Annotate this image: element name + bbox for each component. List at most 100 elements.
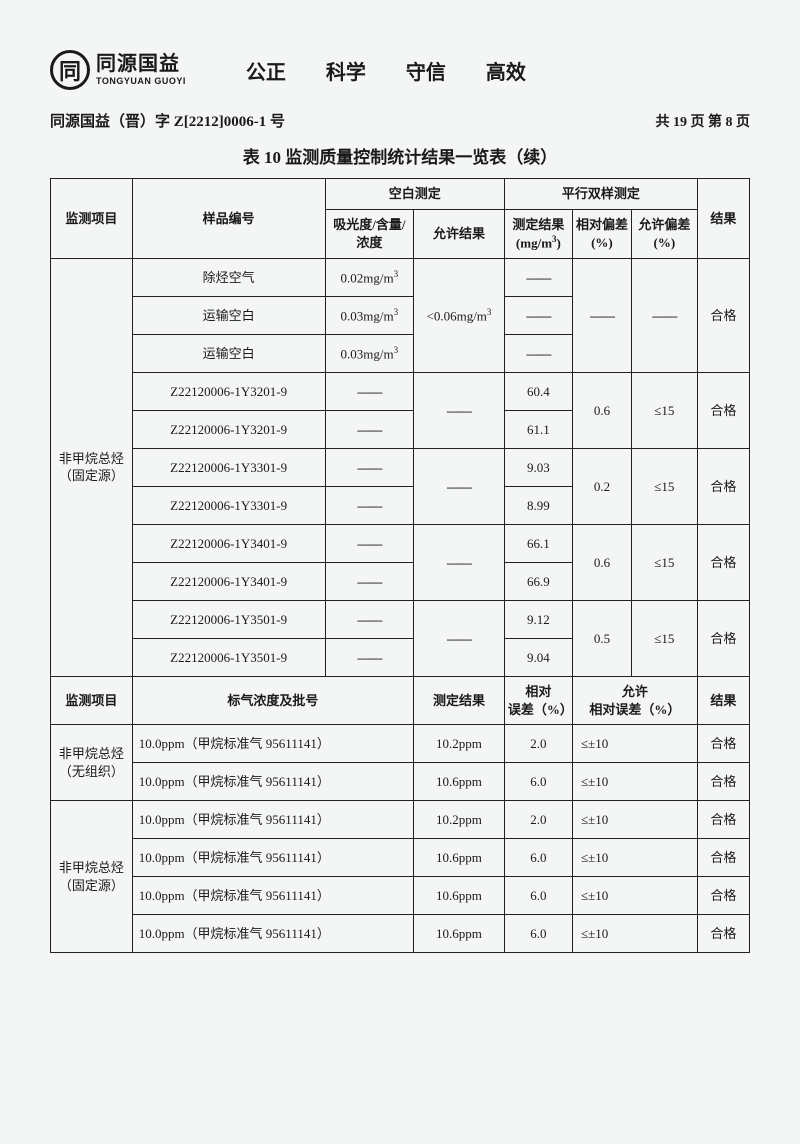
pg2-r1: Z22120006-1Y3301-9 —— —— 9.03 0.2 ≤15 合格: [51, 448, 750, 486]
pc-r2: 10.0ppm（甲烷标准气 95611141） 10.6ppm 6.0 ≤±10…: [51, 839, 750, 877]
s2-h-gas: 标气浓度及批号: [132, 676, 413, 724]
pc-f4: 合格: [697, 915, 749, 953]
h-final: 结果: [697, 179, 749, 259]
pc-gas-4: 10.0ppm（甲烷标准气 95611141）: [132, 915, 413, 953]
pg3-r1: Z22120006-1Y3401-9 —— —— 66.1 0.6 ≤15 合格: [51, 524, 750, 562]
pc-r1: 非甲烷总烃（固定源） 10.0ppm（甲烷标准气 95611141） 10.2p…: [51, 801, 750, 839]
dash: ——: [631, 258, 697, 372]
pg1-v2: 61.1: [504, 410, 572, 448]
pc-a1: ≤±10: [572, 801, 697, 839]
pg1-s1: Z22120006-1Y3201-9: [132, 372, 325, 410]
pb-e1: 2.0: [504, 725, 572, 763]
pg3-dev: 0.6: [572, 524, 631, 600]
pc-e4: 6.0: [504, 915, 572, 953]
pc-gas-2: 10.0ppm（甲烷标准气 95611141）: [132, 839, 413, 877]
page-info: 共 19 页 第 8 页: [656, 111, 751, 131]
pg1-r1: Z22120006-1Y3201-9 —— —— 60.4 0.6 ≤15 合格: [51, 372, 750, 410]
blank-conc-3: 0.03mg/m3: [325, 334, 414, 372]
pg4-r1: Z22120006-1Y3501-9 —— —— 9.12 0.5 ≤15 合格: [51, 600, 750, 638]
h-parallel-group: 平行双样测定: [504, 179, 697, 210]
project-c: 非甲烷总烃（固定源）: [51, 801, 133, 953]
pg3-v2: 66.9: [504, 562, 572, 600]
pg4-final: 合格: [697, 600, 749, 676]
dash: ——: [504, 296, 572, 334]
pg3-final: 合格: [697, 524, 749, 600]
dash: ——: [504, 334, 572, 372]
h-allow-result: 允许结果: [414, 209, 505, 258]
pg3-s1: Z22120006-1Y3401-9: [132, 524, 325, 562]
pg4-s1: Z22120006-1Y3501-9: [132, 600, 325, 638]
blank-final: 合格: [697, 258, 749, 372]
blank-sample-3: 运输空白: [132, 334, 325, 372]
pb-m1: 10.2ppm: [414, 725, 505, 763]
pg2-v1: 9.03: [504, 448, 572, 486]
pc-m4: 10.6ppm: [414, 915, 505, 953]
table-title: 表 10 监测质量控制统计结果一览表（续）: [50, 143, 750, 168]
pc-a4: ≤±10: [572, 915, 697, 953]
pg4-dev: 0.5: [572, 600, 631, 676]
pg3-v1: 66.1: [504, 524, 572, 562]
dash: ——: [325, 410, 414, 448]
dash: ——: [325, 524, 414, 562]
dash: ——: [414, 448, 505, 524]
qc-table: 监测项目 样品编号 空白测定 平行双样测定 结果 吸光度/含量/浓度 允许结果 …: [50, 178, 750, 953]
pb-m2: 10.6ppm: [414, 763, 505, 801]
h-measure: 测定结果(mg/m3): [504, 209, 572, 258]
logo-icon: 同: [50, 50, 90, 90]
pg2-dev: 0.2: [572, 448, 631, 524]
pc-r3: 10.0ppm（甲烷标准气 95611141） 10.6ppm 6.0 ≤±10…: [51, 877, 750, 915]
header-row-1: 监测项目 样品编号 空白测定 平行双样测定 结果: [51, 179, 750, 210]
pb-r2: 10.0ppm（甲烷标准气 95611141） 10.6ppm 6.0 ≤±10…: [51, 763, 750, 801]
dash: ——: [325, 448, 414, 486]
pc-a2: ≤±10: [572, 839, 697, 877]
pg2-s2: Z22120006-1Y3301-9: [132, 486, 325, 524]
pc-e1: 2.0: [504, 801, 572, 839]
s2-h-final: 结果: [697, 676, 749, 724]
pc-f1: 合格: [697, 801, 749, 839]
pg2-s1: Z22120006-1Y3301-9: [132, 448, 325, 486]
s2-h-measure: 测定结果: [414, 676, 505, 724]
pg3-s2: Z22120006-1Y3401-9: [132, 562, 325, 600]
dash: ——: [325, 638, 414, 676]
pc-e2: 6.0: [504, 839, 572, 877]
dash: ——: [414, 524, 505, 600]
s2-h-project: 监测项目: [51, 676, 133, 724]
h-sample: 样品编号: [132, 179, 325, 259]
pb-r1: 非甲烷总烃（无组织） 10.0ppm（甲烷标准气 95611141） 10.2p…: [51, 725, 750, 763]
blank-sample-1: 除烃空气: [132, 258, 325, 296]
pb-gas-1: 10.0ppm（甲烷标准气 95611141）: [132, 725, 413, 763]
pc-a3: ≤±10: [572, 877, 697, 915]
pg1-s2: Z22120006-1Y3201-9: [132, 410, 325, 448]
dash: ——: [325, 372, 414, 410]
pg4-v2: 9.04: [504, 638, 572, 676]
pg1-allow: ≤15: [631, 372, 697, 448]
blank-sample-2: 运输空白: [132, 296, 325, 334]
pg1-final: 合格: [697, 372, 749, 448]
blank-conc-1: 0.02mg/m3: [325, 258, 414, 296]
motto: 公正 科学 守信 高效: [246, 56, 526, 85]
motto-3: 守信: [406, 56, 446, 85]
logo-cn: 同源国益: [96, 54, 186, 74]
pc-e3: 6.0: [504, 877, 572, 915]
pb-a1: ≤±10: [572, 725, 697, 763]
pc-f2: 合格: [697, 839, 749, 877]
pg2-final: 合格: [697, 448, 749, 524]
dash: ——: [325, 600, 414, 638]
blank-allow: <0.06mg/m3: [414, 258, 505, 372]
motto-2: 科学: [326, 56, 366, 85]
pc-m3: 10.6ppm: [414, 877, 505, 915]
pg4-v1: 9.12: [504, 600, 572, 638]
logo-en: TONGYUAN GUOYI: [96, 77, 186, 86]
motto-1: 公正: [246, 56, 286, 85]
pg1-v1: 60.4: [504, 372, 572, 410]
pc-m1: 10.2ppm: [414, 801, 505, 839]
pc-gas-3: 10.0ppm（甲烷标准气 95611141）: [132, 877, 413, 915]
pc-f3: 合格: [697, 877, 749, 915]
pg4-allow: ≤15: [631, 600, 697, 676]
letterhead: 同 同源国益 TONGYUAN GUOYI 公正 科学 守信 高效: [50, 50, 750, 90]
pb-gas-2: 10.0ppm（甲烷标准气 95611141）: [132, 763, 413, 801]
project-b: 非甲烷总烃（无组织）: [51, 725, 133, 801]
dash: ——: [414, 372, 505, 448]
s2-header: 监测项目 标气浓度及批号 测定结果 相对误差（%） 允许相对误差（%） 结果: [51, 676, 750, 724]
h-absorbance: 吸光度/含量/浓度: [325, 209, 414, 258]
